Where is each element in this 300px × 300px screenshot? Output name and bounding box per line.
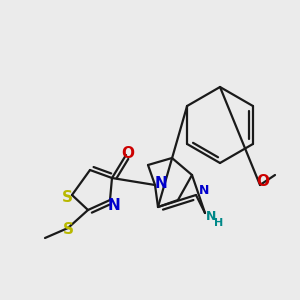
Text: O: O <box>122 146 134 160</box>
Text: N: N <box>108 197 120 212</box>
Text: N: N <box>199 184 209 197</box>
Text: H: H <box>214 218 224 228</box>
Text: N: N <box>154 176 167 190</box>
Text: N: N <box>206 211 216 224</box>
Text: S: S <box>62 223 74 238</box>
Text: S: S <box>61 190 73 205</box>
Text: O: O <box>256 175 269 190</box>
